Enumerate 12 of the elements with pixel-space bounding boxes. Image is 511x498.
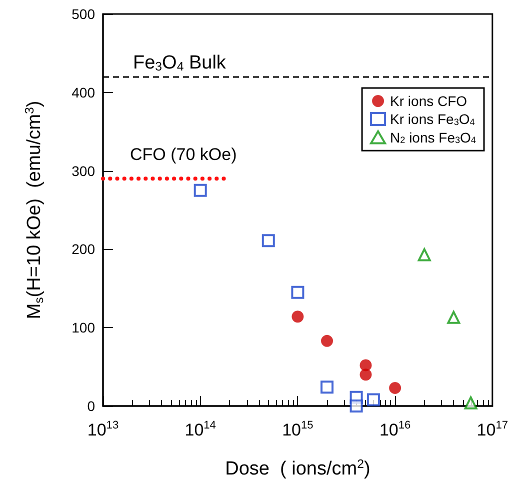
y-tick-label: 400 xyxy=(72,84,96,100)
legend-label: Kr ions Fe3O4 xyxy=(390,111,475,127)
y-tick-label: 500 xyxy=(72,6,96,22)
legend-label: N2 ions Fe3O4 xyxy=(390,129,476,146)
ref-line-label: Fe3O4 Bulk xyxy=(133,52,226,74)
legend-label: Kr ions CFO xyxy=(390,93,468,109)
y-tick-label: 300 xyxy=(72,162,96,179)
y-axis-title: Ms(H=10 kOe) (emu/cm3) xyxy=(22,100,46,320)
y-tick-label: 100 xyxy=(72,320,96,336)
annotation: CFO (70 kOe) xyxy=(130,145,237,164)
y-tick-label: 200 xyxy=(72,241,96,258)
y-tick-label: 0 xyxy=(87,398,96,414)
